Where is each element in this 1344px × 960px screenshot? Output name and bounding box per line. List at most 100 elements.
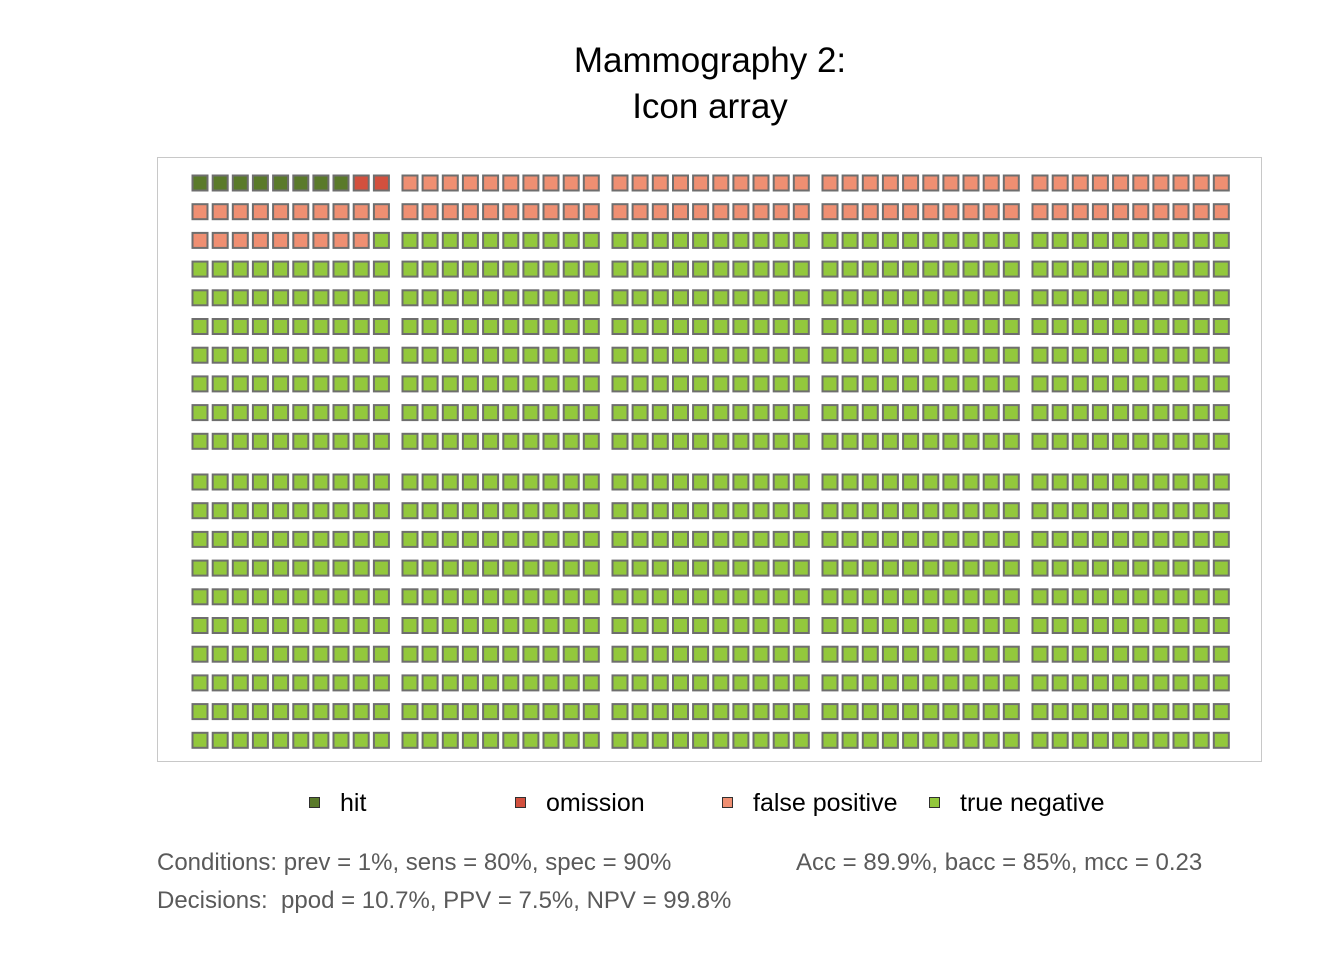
icon-true-negative — [841, 617, 859, 634]
icon-true-negative — [352, 674, 370, 692]
icon-true-negative — [401, 231, 419, 249]
icon-false-positive — [421, 174, 439, 192]
icon-true-negative — [582, 530, 600, 548]
icon-false-positive — [792, 203, 810, 221]
icon-true-negative — [312, 289, 330, 307]
icon-true-negative — [312, 674, 330, 692]
icon-true-negative — [251, 318, 269, 335]
icon-true-negative — [631, 645, 649, 663]
icon-true-negative — [421, 404, 439, 422]
icon-true-negative — [1132, 231, 1150, 249]
icon-true-negative — [272, 502, 290, 520]
icon-true-negative — [1002, 559, 1020, 577]
icon-true-negative — [1031, 346, 1049, 364]
icon-true-negative — [441, 289, 459, 307]
icon-true-negative — [292, 375, 310, 393]
icon-true-negative — [461, 375, 479, 393]
icon-true-negative — [352, 473, 370, 491]
icon-true-negative — [792, 375, 810, 393]
icon-true-negative — [1091, 703, 1109, 721]
icon-true-negative — [1071, 432, 1089, 450]
icon-true-negative — [1152, 404, 1170, 422]
icon-true-negative — [821, 473, 839, 491]
icon-omission — [372, 174, 390, 192]
icon-true-negative — [1212, 502, 1230, 520]
icon-true-negative — [732, 432, 750, 450]
icon-true-negative — [1172, 375, 1190, 393]
icon-true-negative — [772, 559, 790, 577]
icon-true-negative — [191, 703, 209, 721]
icon-true-negative — [332, 432, 350, 450]
icon-true-negative — [631, 731, 649, 749]
icon-true-negative — [861, 260, 879, 278]
icon-true-negative — [312, 473, 330, 491]
icon-true-negative — [1071, 375, 1089, 393]
icon-true-negative — [1071, 502, 1089, 520]
icon-true-negative — [211, 645, 229, 663]
icon-true-negative — [611, 432, 629, 450]
icon-true-negative — [1051, 674, 1069, 692]
icon-true-negative — [421, 318, 439, 335]
icon-true-negative — [1172, 645, 1190, 663]
icon-true-negative — [1071, 289, 1089, 307]
icon-true-negative — [672, 231, 689, 249]
icon-true-negative — [352, 731, 370, 749]
icon-true-negative — [441, 645, 459, 663]
icon-true-negative — [712, 260, 730, 278]
icon-true-negative — [922, 588, 940, 606]
icon-true-negative — [712, 289, 730, 307]
icon-false-positive — [482, 174, 500, 192]
icon-true-negative — [441, 703, 459, 721]
icon-true-negative — [861, 404, 879, 422]
icon-true-negative — [372, 231, 390, 249]
icon-true-negative — [1002, 346, 1020, 364]
icon-true-negative — [582, 617, 600, 634]
icon-true-negative — [401, 404, 419, 422]
icon-true-negative — [1051, 530, 1069, 548]
icon-true-negative — [982, 231, 1000, 249]
icon-true-negative — [502, 289, 520, 307]
icon-hit — [211, 174, 229, 192]
icon-true-negative — [372, 530, 390, 548]
icon-true-negative — [1091, 617, 1109, 634]
icon-false-positive — [1031, 203, 1049, 221]
icon-false-positive — [982, 203, 1000, 221]
icon-true-negative — [502, 318, 520, 335]
icon-true-negative — [522, 588, 540, 606]
icon-true-negative — [1132, 473, 1150, 491]
icon-true-negative — [841, 231, 859, 249]
icon-true-negative — [841, 346, 859, 364]
icon-true-negative — [231, 530, 249, 548]
icon-true-negative — [881, 375, 899, 393]
icon-true-negative — [191, 473, 209, 491]
icon-true-negative — [211, 703, 229, 721]
icon-true-negative — [522, 645, 540, 663]
icon-true-negative — [1051, 559, 1069, 577]
icon-true-negative — [922, 404, 940, 422]
icon-true-negative — [1051, 473, 1069, 491]
icon-true-negative — [631, 559, 649, 577]
icon-true-negative — [1192, 231, 1210, 249]
icon-true-negative — [1031, 588, 1049, 606]
icon-true-negative — [792, 231, 810, 249]
icon-true-negative — [522, 231, 540, 249]
icon-true-negative — [1112, 645, 1130, 663]
icon-true-negative — [1051, 231, 1069, 249]
icon-true-negative — [562, 731, 580, 749]
icon-true-negative — [922, 559, 940, 577]
icon-true-negative — [1002, 703, 1020, 721]
icon-true-negative — [651, 260, 669, 278]
icon-true-negative — [482, 346, 500, 364]
icon-true-negative — [651, 559, 669, 577]
icon-false-positive — [1172, 203, 1190, 221]
icon-false-positive — [332, 203, 350, 221]
icon-true-negative — [272, 404, 290, 422]
icon-true-negative — [651, 404, 669, 422]
icon-true-negative — [902, 617, 920, 634]
icon-true-negative — [1212, 703, 1230, 721]
icon-true-negative — [582, 588, 600, 606]
icon-true-negative — [881, 617, 899, 634]
icon-true-negative — [792, 318, 810, 335]
icon-true-negative — [1051, 502, 1069, 520]
icon-true-negative — [231, 502, 249, 520]
